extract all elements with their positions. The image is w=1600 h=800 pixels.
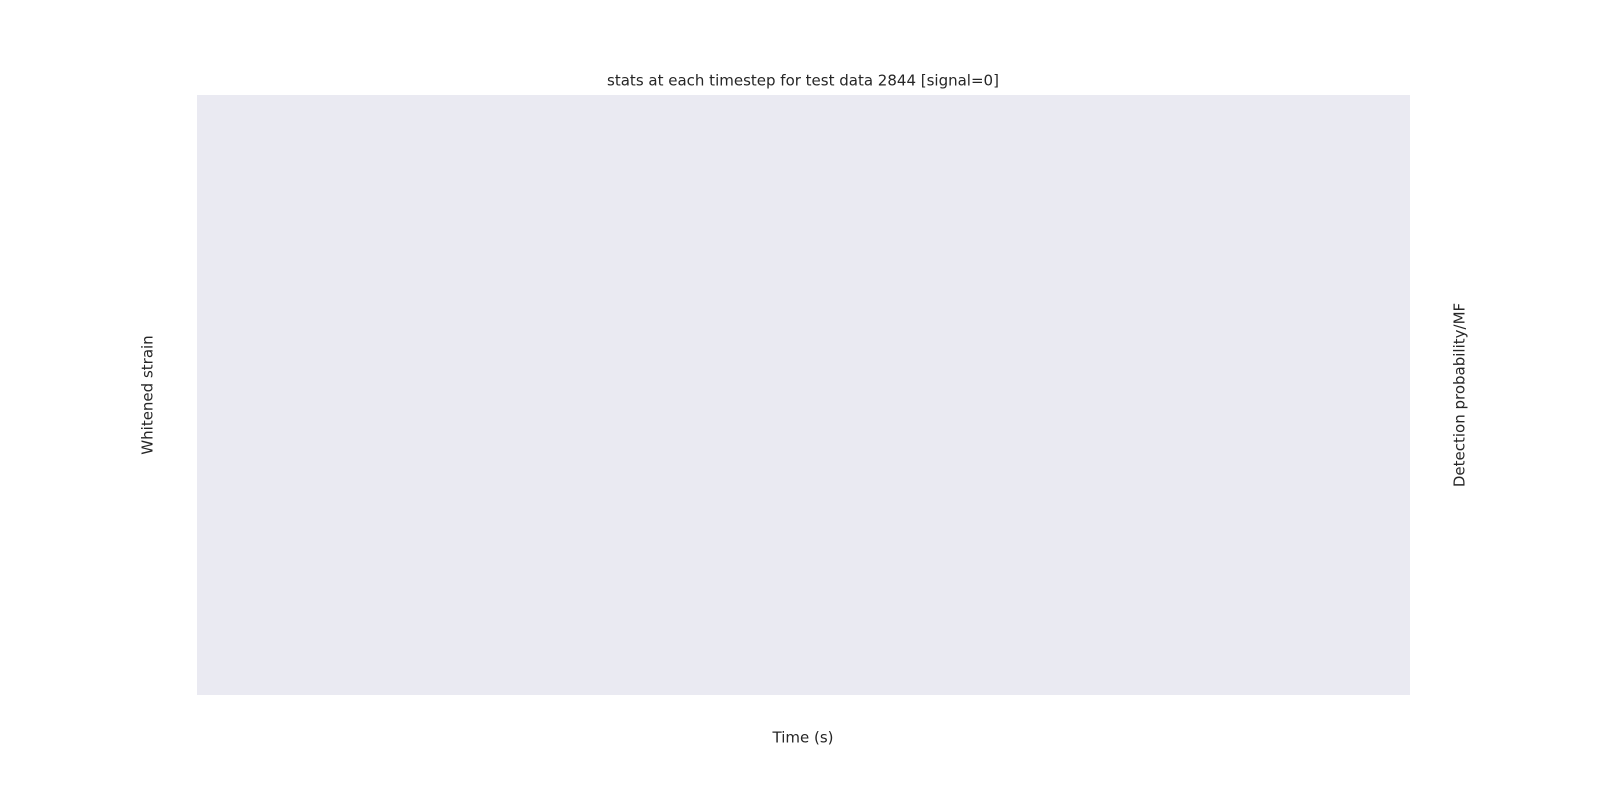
y-axis-label: Whitened strain xyxy=(139,335,157,454)
y2-axis-label: Detection probability/MF xyxy=(1451,303,1469,487)
chart-title: stats at each timestep for test data 284… xyxy=(607,72,999,90)
plot-area xyxy=(197,95,1410,695)
x-axis-label: Time (s) xyxy=(772,729,834,747)
